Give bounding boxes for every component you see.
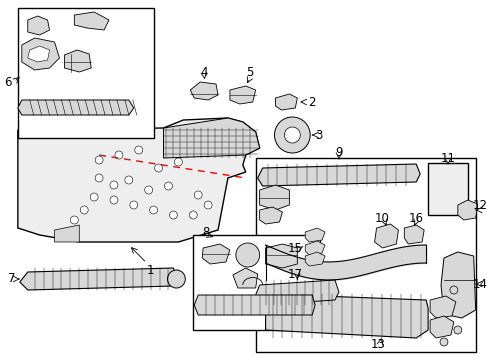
Polygon shape bbox=[18, 118, 259, 242]
Circle shape bbox=[95, 174, 103, 182]
Text: 17: 17 bbox=[287, 269, 302, 282]
Polygon shape bbox=[305, 241, 325, 255]
Circle shape bbox=[274, 117, 309, 153]
Polygon shape bbox=[190, 82, 218, 100]
Bar bbox=[18, 8, 153, 138]
Text: 2: 2 bbox=[308, 95, 315, 108]
Text: 9: 9 bbox=[334, 145, 342, 158]
Polygon shape bbox=[202, 244, 229, 264]
Circle shape bbox=[194, 191, 202, 199]
Text: 15: 15 bbox=[287, 242, 302, 255]
Circle shape bbox=[453, 326, 461, 334]
Circle shape bbox=[110, 181, 118, 189]
Circle shape bbox=[174, 158, 182, 166]
Text: 5: 5 bbox=[245, 66, 253, 78]
Text: 6: 6 bbox=[4, 76, 12, 89]
Polygon shape bbox=[374, 224, 398, 248]
Polygon shape bbox=[54, 225, 79, 242]
Polygon shape bbox=[22, 38, 60, 70]
Polygon shape bbox=[64, 50, 91, 72]
Circle shape bbox=[449, 286, 457, 294]
Circle shape bbox=[115, 151, 122, 159]
Polygon shape bbox=[163, 118, 259, 158]
Text: 14: 14 bbox=[472, 278, 487, 291]
Polygon shape bbox=[28, 46, 49, 62]
Polygon shape bbox=[20, 268, 176, 290]
Circle shape bbox=[189, 211, 197, 219]
Text: 4: 4 bbox=[200, 66, 207, 78]
Circle shape bbox=[164, 182, 172, 190]
Polygon shape bbox=[305, 228, 325, 242]
Polygon shape bbox=[74, 12, 109, 30]
Circle shape bbox=[149, 206, 157, 214]
Text: 13: 13 bbox=[370, 338, 385, 351]
Text: 7: 7 bbox=[8, 271, 16, 284]
Polygon shape bbox=[440, 252, 475, 318]
Circle shape bbox=[203, 201, 212, 209]
Polygon shape bbox=[404, 225, 423, 244]
Text: 8: 8 bbox=[202, 225, 209, 239]
Polygon shape bbox=[457, 200, 477, 220]
Polygon shape bbox=[255, 280, 338, 305]
Circle shape bbox=[95, 156, 103, 164]
Text: 12: 12 bbox=[472, 198, 487, 212]
Text: 3: 3 bbox=[315, 129, 322, 141]
Text: 11: 11 bbox=[440, 152, 454, 165]
Bar bbox=[427, 163, 467, 215]
Circle shape bbox=[70, 216, 78, 224]
Circle shape bbox=[129, 201, 138, 209]
Circle shape bbox=[135, 146, 142, 154]
Text: 1: 1 bbox=[146, 264, 154, 276]
Polygon shape bbox=[194, 295, 314, 315]
Circle shape bbox=[124, 176, 133, 184]
Circle shape bbox=[144, 186, 152, 194]
Bar bbox=[255, 158, 475, 352]
Polygon shape bbox=[259, 207, 282, 224]
Circle shape bbox=[80, 206, 88, 214]
Bar bbox=[193, 235, 320, 330]
Polygon shape bbox=[18, 100, 134, 115]
Circle shape bbox=[235, 243, 259, 267]
Polygon shape bbox=[259, 185, 289, 210]
Circle shape bbox=[167, 270, 185, 288]
Polygon shape bbox=[429, 296, 455, 318]
Polygon shape bbox=[28, 16, 49, 35]
Circle shape bbox=[90, 193, 98, 201]
Text: 16: 16 bbox=[408, 212, 423, 225]
Circle shape bbox=[154, 164, 162, 172]
Text: 10: 10 bbox=[374, 212, 389, 225]
Polygon shape bbox=[257, 164, 419, 186]
Polygon shape bbox=[265, 294, 427, 338]
Polygon shape bbox=[265, 244, 297, 268]
Polygon shape bbox=[275, 94, 297, 110]
Circle shape bbox=[439, 338, 447, 346]
Polygon shape bbox=[232, 268, 257, 288]
Polygon shape bbox=[229, 86, 255, 104]
Circle shape bbox=[169, 211, 177, 219]
Circle shape bbox=[110, 196, 118, 204]
Polygon shape bbox=[305, 252, 325, 266]
Circle shape bbox=[284, 127, 300, 143]
Polygon shape bbox=[429, 316, 453, 338]
